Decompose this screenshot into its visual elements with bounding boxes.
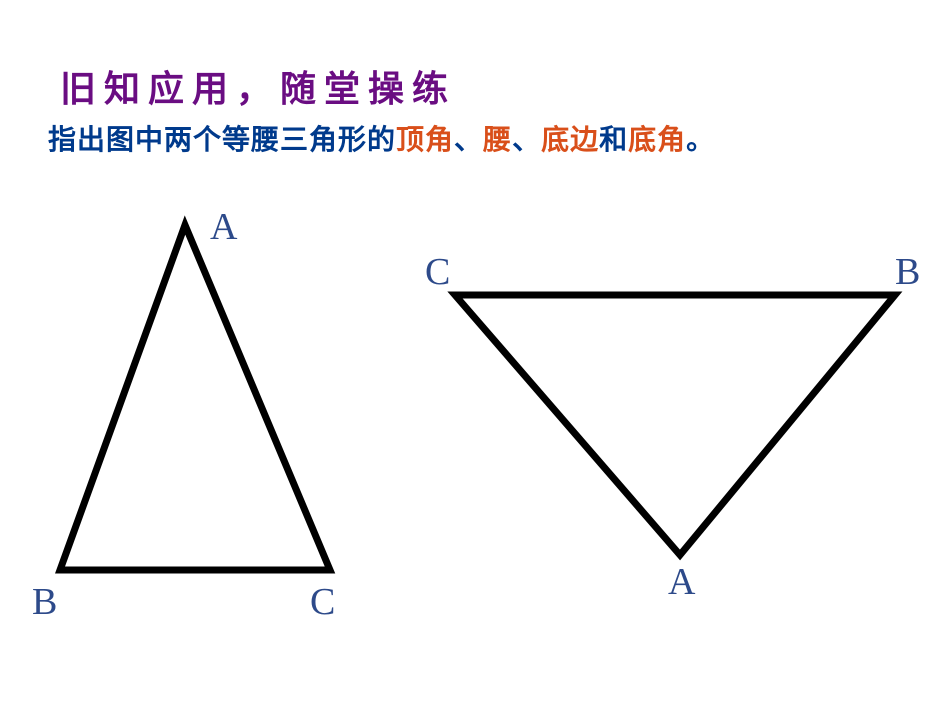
label-left-c: C [310,580,335,624]
subtitle-part-5: 底边 [541,125,599,156]
subtitle-part-2: 、 [454,125,483,156]
subtitle-part-6: 和 [599,125,628,156]
subtitle-part-4: 、 [512,125,541,156]
triangle-right [455,295,895,555]
subtitle-part-3: 腰 [483,125,512,156]
triangles-svg [0,200,950,650]
label-left-b: B [32,580,57,624]
label-left-a: A [210,205,237,249]
triangle-left [60,225,330,570]
subtitle-part-0: 指出图中两个等腰三角形的 [48,125,396,156]
subtitle-text: 指出图中两个等腰三角形的顶角、腰、底边和底角。 [48,118,715,158]
label-right-b: B [895,250,920,294]
label-right-a: A [668,560,695,604]
subtitle-part-1: 顶角 [396,125,454,156]
page-title: 旧知应用，随堂操练 [60,60,456,112]
subtitle-part-7: 底角 [628,125,686,156]
diagram-container: A B C C B A [0,200,950,650]
subtitle-part-8: 。 [686,125,715,156]
label-right-c: C [425,250,450,294]
